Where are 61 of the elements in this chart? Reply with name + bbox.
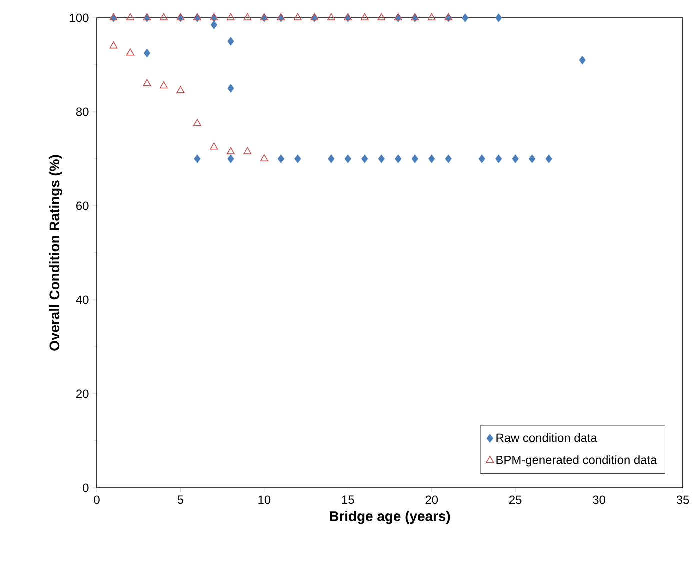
point: [144, 48, 151, 58]
y-axis-title: Overall Condition Ratings (%): [49, 155, 62, 351]
point: [495, 154, 502, 164]
point: [360, 13, 369, 20]
point: [378, 154, 385, 164]
x-tick-label: 35: [676, 496, 690, 504]
point: [278, 154, 285, 164]
point: [160, 82, 168, 89]
point: [462, 14, 469, 22]
point: [176, 86, 185, 94]
point: [193, 119, 202, 126]
point: [546, 154, 552, 164]
x-tick-label: 15: [342, 496, 354, 504]
point: [160, 13, 168, 20]
x-tick-label: 0: [94, 496, 100, 504]
point: [378, 13, 386, 20]
point: [143, 79, 152, 86]
point: [194, 154, 201, 164]
legend-label: BPM-generated condition data: [496, 456, 658, 467]
point: [412, 154, 418, 164]
y-tick-label: 80: [76, 108, 89, 116]
legend-label: Raw condition data: [496, 433, 598, 442]
point: [579, 56, 586, 65]
x-axis-title: Bridge age (years): [330, 511, 450, 524]
point: [260, 154, 268, 162]
point: [294, 13, 302, 20]
point: [210, 142, 218, 150]
point: [210, 20, 218, 30]
point: [395, 154, 402, 164]
point: [362, 154, 368, 164]
point: [428, 13, 436, 20]
point: [445, 154, 452, 164]
y-tick-label: 0: [83, 484, 89, 492]
x-tick-label: 10: [258, 496, 271, 504]
point: [244, 13, 252, 20]
point: [244, 147, 252, 154]
point: [126, 13, 135, 20]
point: [495, 14, 502, 22]
point: [328, 154, 335, 164]
point: [327, 13, 336, 20]
point: [512, 154, 519, 164]
point: [126, 48, 135, 56]
point: [226, 13, 235, 20]
y-tick-label: 100: [70, 14, 89, 22]
point: [294, 154, 302, 164]
point: [478, 154, 486, 164]
y-tick-label: 20: [76, 390, 89, 398]
x-tick-label: 25: [510, 496, 522, 504]
point: [528, 154, 536, 164]
point: [344, 154, 352, 164]
point: [228, 154, 234, 164]
point: [228, 84, 234, 93]
y-tick-label: 60: [76, 202, 89, 210]
point: [428, 154, 436, 164]
point: [228, 37, 234, 46]
y-tick-label: 40: [76, 296, 89, 304]
x-tick-label: 5: [178, 496, 184, 504]
point: [226, 147, 235, 154]
x-tick-label: 20: [426, 496, 438, 504]
x-tick-label: 30: [593, 496, 606, 504]
point: [110, 42, 118, 49]
